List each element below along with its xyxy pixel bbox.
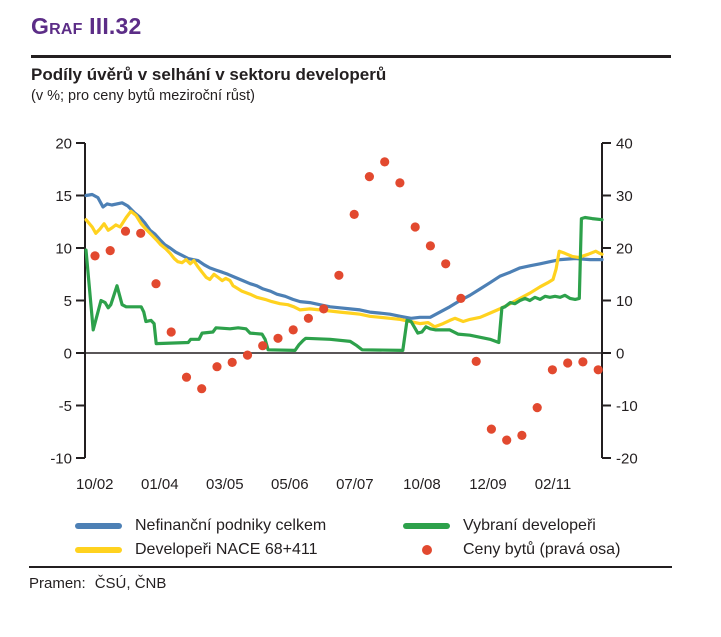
series-line-0 xyxy=(84,192,604,320)
series-line-1 xyxy=(84,209,604,329)
price-dot xyxy=(288,325,298,335)
price-dot xyxy=(258,341,268,351)
source-line: Pramen: ČSÚ, ČNB xyxy=(29,575,166,592)
y-left-tick-label: 5 xyxy=(64,293,72,310)
legend-label: Ceny bytů (pravá osa) xyxy=(463,541,621,558)
price-dot xyxy=(563,358,573,368)
y-right-tick-label: -20 xyxy=(616,451,638,468)
price-dot xyxy=(456,293,466,303)
legend-item-selected-developers: Vybraní developeři xyxy=(403,516,596,536)
chart-title: Podíly úvěrů v selhání v sektoru develop… xyxy=(31,65,387,84)
legend-label: Nefinanční podniky celkem xyxy=(135,517,327,534)
y-right-tick-label: 30 xyxy=(616,188,633,205)
x-tick-label: 03/05 xyxy=(206,476,244,493)
red-dot-icon xyxy=(421,545,432,555)
price-dot xyxy=(517,430,527,440)
legend-item-developers-nace: Developeři NACE 68+411 xyxy=(75,540,317,560)
price-dot xyxy=(380,157,390,167)
y-right-tick-label: 20 xyxy=(616,241,633,258)
price-dot xyxy=(227,357,237,367)
price-dot xyxy=(105,246,115,256)
price-dot xyxy=(486,424,496,434)
x-tick-label: 10/02 xyxy=(76,476,114,493)
figure-number: Graf III.32 xyxy=(31,13,142,39)
y-right-tick-label: 10 xyxy=(616,293,633,310)
legend-label: Vybraní developeři xyxy=(463,517,596,534)
price-dot xyxy=(410,222,420,232)
chart-subtitle: (v %; pro ceny bytů meziroční růst) xyxy=(31,88,256,104)
price-dot xyxy=(120,226,131,236)
price-dot xyxy=(151,279,161,289)
price-dot xyxy=(532,403,542,413)
y-left-tick-label: 0 xyxy=(64,346,72,363)
price-dot xyxy=(349,209,359,219)
legend-label: Developeři NACE 68+411 xyxy=(135,541,318,558)
y-left-tick-label: -10 xyxy=(50,451,72,468)
green-line-swatch xyxy=(403,523,450,529)
price-dot xyxy=(578,357,588,367)
x-tick-label: 01/04 xyxy=(141,476,179,493)
legend-item-apartment-prices: Ceny bytů (pravá osa) xyxy=(403,540,620,560)
line-chart-canvas: 20 15 10 5 0 -5 -10 40 30 20 10 0 -10 -20 10/02 01/04 03… xyxy=(50,136,638,494)
price-dot xyxy=(166,327,176,337)
x-tick-label: 02/11 xyxy=(535,476,571,493)
price-dot xyxy=(136,228,146,238)
price-dot xyxy=(593,365,603,375)
price-dot xyxy=(242,350,253,360)
y-left-tick-label: -5 xyxy=(59,398,72,415)
price-dot xyxy=(334,270,344,280)
y-right-tick-label: 0 xyxy=(616,346,624,363)
source-value: ČSÚ, ČNB xyxy=(94,575,167,592)
yellow-line-swatch xyxy=(75,547,122,553)
price-dot xyxy=(181,372,192,382)
y-left-tick-label: 15 xyxy=(55,188,72,205)
y-right-tick-label: 40 xyxy=(616,136,633,153)
price-dot xyxy=(425,241,435,251)
red-dot-swatch xyxy=(403,544,450,556)
price-dot xyxy=(547,365,558,375)
header-rule xyxy=(31,55,671,58)
source-rule xyxy=(29,566,672,568)
price-dot xyxy=(502,435,512,445)
legend-item-nonfinancial: Nefinanční podniky celkem xyxy=(75,516,326,536)
x-tick-label: 05/06 xyxy=(271,476,309,493)
price-dot xyxy=(90,251,100,261)
price-dot xyxy=(273,333,283,343)
blue-line-swatch xyxy=(75,523,122,529)
y-left-tick-label: 20 xyxy=(55,136,72,153)
y-right-tick-label: -10 xyxy=(616,398,638,415)
x-tick-label: 12/09 xyxy=(469,476,507,493)
y-left-tick-label: 10 xyxy=(55,241,72,258)
price-dot xyxy=(441,259,451,269)
price-dot xyxy=(319,304,329,314)
price-dot xyxy=(395,178,405,188)
series-line-2 xyxy=(84,215,604,352)
price-dot xyxy=(471,356,481,366)
price-dot xyxy=(364,172,374,182)
x-tick-label: 10/08 xyxy=(403,476,441,493)
price-dot xyxy=(197,384,207,394)
x-tick-label: 07/07 xyxy=(336,476,374,493)
source-label: Pramen: xyxy=(29,575,86,592)
price-dot xyxy=(303,313,313,323)
price-dot xyxy=(212,362,222,372)
